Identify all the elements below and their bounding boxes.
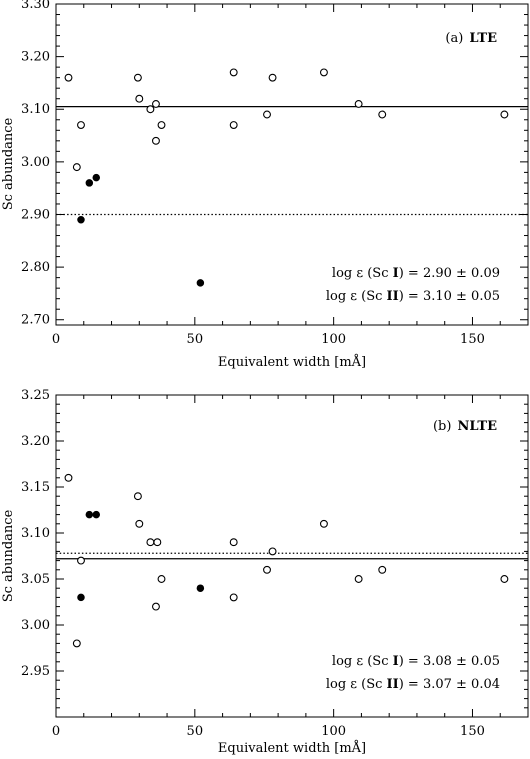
x-axis-label: Equivalent width [mÅ] [218, 740, 366, 756]
point-sc-ii [72, 163, 81, 172]
data-points [64, 68, 509, 287]
point-sc-ii [263, 565, 271, 574]
point-sc-ii [153, 538, 162, 547]
point-sc-i [77, 593, 85, 602]
point-sc-i [85, 510, 94, 519]
point-sc-ii [500, 575, 509, 583]
point-sc-ii [263, 110, 271, 119]
annotation-sc-ii: log ε (Sc II) = 3.07 ± 0.04 [326, 677, 500, 692]
point-sc-ii [157, 575, 166, 583]
point-sc-ii [229, 121, 238, 129]
tick-marks [55, 394, 529, 718]
point-sc-ii [319, 68, 328, 77]
panel-name: NLTE [457, 419, 497, 434]
x-tick-label: 100 [321, 332, 346, 347]
panel-lte: 0 50 100 150 2.70 2.80 2.90 3.00 3.10 3.20 3.30 Sc… [1, 0, 529, 370]
panel-name: LTE [469, 31, 497, 46]
point-sc-ii [146, 105, 155, 114]
point-sc-i [196, 584, 205, 592]
reference-lines [56, 552, 528, 560]
y-tick-label: 3.05 [21, 572, 50, 587]
panel-title: (a) LTE [445, 31, 497, 46]
y-tick-label: 3.20 [21, 434, 50, 449]
x-tick-label: 0 [52, 724, 60, 739]
point-sc-ii [229, 593, 238, 602]
point-sc-ii [378, 110, 387, 119]
panel-title: (b) NLTE [433, 419, 497, 434]
y-tick-label: 3.00 [21, 618, 50, 633]
y-axis-label: Sc abundance [1, 509, 16, 602]
point-sc-ii [135, 94, 144, 103]
y-axis-label: Sc abundance [1, 117, 16, 210]
point-sc-ii [133, 492, 142, 501]
point-sc-ii [77, 121, 85, 129]
tick-labels: 0 50 100 150 2.95 3.00 3.05 3.10 3.15 3.20 3.25 [21, 388, 485, 739]
point-sc-ii [146, 538, 155, 547]
y-tick-label: 2.80 [21, 260, 50, 275]
point-sc-ii [135, 519, 144, 528]
x-tick-label: 100 [321, 724, 346, 739]
point-sc-i [92, 173, 101, 182]
y-tick-label: 3.10 [21, 102, 50, 117]
y-tick-label: 3.20 [21, 50, 50, 65]
point-sc-ii [157, 121, 166, 129]
y-tick-label: 2.70 [21, 313, 50, 328]
x-tick-label: 150 [460, 724, 485, 739]
annotation-sc-ii: log ε (Sc II) = 3.10 ± 0.05 [326, 289, 500, 304]
point-sc-ii [268, 73, 277, 82]
annotation-sc-i: log ε (Sc I) = 2.90 ± 0.09 [332, 266, 500, 281]
point-sc-i [85, 179, 94, 187]
point-sc-ii [152, 602, 160, 611]
tick-marks [55, 3, 529, 325]
point-sc-i [77, 216, 85, 224]
x-tick-label: 0 [52, 332, 60, 347]
tick-labels: 0 50 100 150 2.70 2.80 2.90 3.00 3.10 3.20 3.30 [21, 0, 485, 347]
point-sc-i [196, 279, 205, 287]
panel-nlte: 0 50 100 150 2.95 3.00 3.05 3.10 3.15 3.20 3.25 Sc… [1, 388, 529, 756]
y-tick-label: 3.25 [21, 388, 50, 403]
y-tick-label: 3.15 [21, 480, 50, 495]
point-sc-ii [319, 519, 328, 528]
point-sc-i [92, 510, 101, 519]
point-sc-ii [229, 538, 238, 547]
x-tick-label: 50 [187, 724, 204, 739]
y-tick-label: 2.90 [21, 207, 50, 222]
x-axis-label: Equivalent width [mÅ] [218, 354, 366, 370]
data-points [64, 473, 509, 648]
point-sc-ii [229, 68, 238, 77]
point-sc-ii [354, 575, 363, 583]
point-sc-ii [378, 565, 387, 574]
reference-lines [56, 106, 528, 216]
plot-frame [55, 394, 529, 718]
x-tick-label: 150 [460, 332, 485, 347]
point-sc-ii [72, 639, 81, 648]
point-sc-ii [133, 73, 142, 82]
point-sc-ii [64, 473, 73, 482]
point-sc-ii [152, 100, 160, 108]
point-sc-ii [268, 547, 277, 556]
point-sc-ii [152, 136, 160, 145]
point-sc-ii [64, 73, 73, 82]
y-tick-label: 2.95 [21, 664, 50, 679]
annotation-sc-i: log ε (Sc I) = 3.08 ± 0.05 [332, 654, 500, 669]
point-sc-ii [77, 556, 85, 565]
panel-letter: (b) [433, 419, 451, 434]
point-sc-ii [500, 110, 509, 119]
point-sc-ii [354, 100, 363, 108]
y-tick-label: 3.30 [21, 0, 50, 12]
y-tick-label: 3.00 [21, 155, 50, 170]
plot-frame [55, 3, 529, 326]
panel-letter: (a) [445, 31, 463, 46]
x-tick-label: 50 [187, 332, 204, 347]
y-tick-label: 3.10 [21, 526, 50, 541]
